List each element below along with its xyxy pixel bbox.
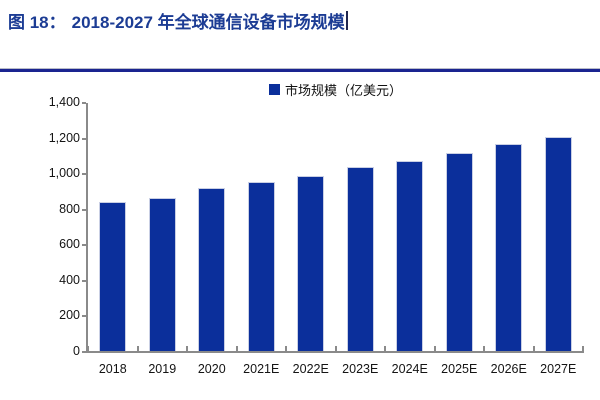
y-axis-tick bbox=[82, 279, 86, 282]
bar bbox=[148, 198, 176, 352]
x-axis-tick bbox=[136, 346, 139, 351]
y-axis-label: 0 bbox=[73, 344, 80, 358]
bar bbox=[297, 175, 325, 352]
x-axis-label: 2027E bbox=[540, 362, 577, 376]
text-cursor bbox=[345, 10, 348, 30]
x-axis-label: 2025E bbox=[441, 362, 478, 376]
y-axis-tick bbox=[82, 173, 86, 176]
y-axis-tick bbox=[82, 208, 86, 211]
x-axis-tick bbox=[384, 346, 386, 351]
x-axis-label: 2020 bbox=[197, 362, 226, 376]
x-axis-label: 2021E bbox=[243, 362, 280, 376]
x-axis-tick bbox=[582, 346, 584, 351]
figure-title-text: 2018-2027 年全球通信设备市场规模 bbox=[71, 12, 345, 32]
legend-label: 市场规模（亿美元） bbox=[284, 83, 402, 98]
x-axis-label: 2023E bbox=[342, 362, 379, 376]
x-axis-label: 2022E bbox=[292, 362, 329, 376]
y-axis-label: 600 bbox=[59, 237, 80, 252]
y-axis-label: 800 bbox=[59, 201, 80, 216]
x-axis-label: 2019 bbox=[148, 362, 177, 376]
bar bbox=[544, 136, 572, 352]
bar bbox=[198, 188, 226, 352]
figure-title: 图 18： 2018-2027 年全球通信设备市场规模 bbox=[8, 8, 348, 32]
chart-legend: 市场规模（亿美元） bbox=[88, 82, 583, 98]
y-axis-label: 1,400 bbox=[48, 95, 80, 109]
x-axis-tick bbox=[186, 346, 188, 351]
x-axis-tick bbox=[433, 346, 436, 351]
title-separator-shadow bbox=[0, 68, 600, 69]
y-axis-tick bbox=[82, 315, 86, 318]
x-axis-tick bbox=[532, 346, 535, 351]
legend-swatch bbox=[268, 84, 280, 95]
y-axis-label: 200 bbox=[59, 308, 80, 323]
bar bbox=[495, 143, 523, 352]
bar bbox=[247, 182, 275, 352]
x-axis-tick bbox=[285, 346, 287, 351]
bar bbox=[396, 160, 424, 352]
bar bbox=[346, 167, 374, 352]
y-axis-label: 400 bbox=[59, 272, 80, 287]
x-axis-label: 2026E bbox=[490, 362, 527, 376]
y-axis-tick bbox=[82, 351, 86, 353]
y-axis-label: 1,000 bbox=[48, 166, 80, 181]
bar bbox=[445, 152, 473, 352]
y-axis-line bbox=[86, 103, 88, 352]
x-axis-tick bbox=[235, 346, 238, 351]
bar bbox=[99, 201, 127, 352]
y-axis-label: 1,200 bbox=[48, 130, 80, 145]
y-axis-tick bbox=[82, 102, 86, 104]
x-axis-label: 2024E bbox=[391, 362, 428, 376]
x-axis-line bbox=[86, 351, 584, 353]
y-axis-tick bbox=[82, 244, 86, 247]
figure-number-label: 图 18： bbox=[8, 12, 66, 32]
x-axis-tick bbox=[87, 346, 89, 351]
y-axis-tick bbox=[82, 137, 86, 140]
x-axis-label: 2018 bbox=[98, 362, 127, 376]
x-axis-tick bbox=[334, 346, 337, 351]
title-separator bbox=[0, 69, 600, 72]
x-axis-tick bbox=[483, 346, 485, 351]
